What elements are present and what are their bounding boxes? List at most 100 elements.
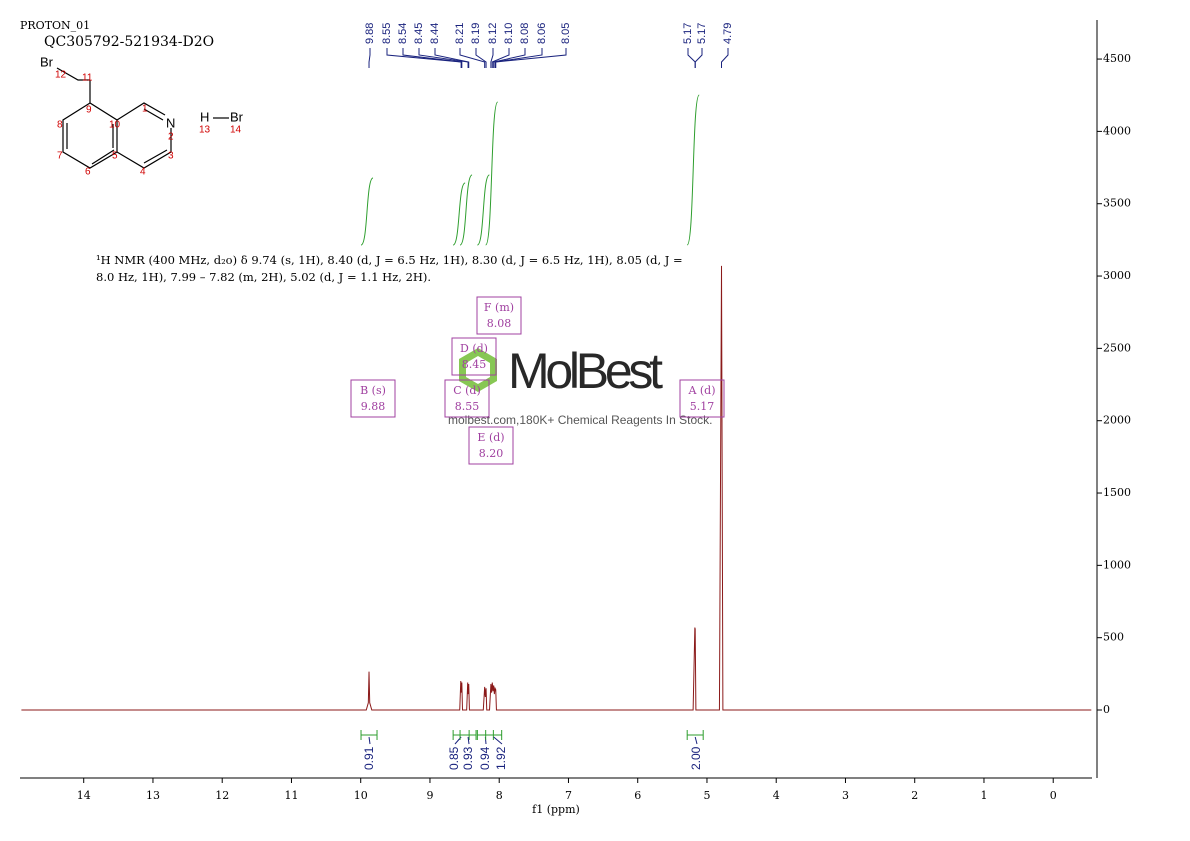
multiplet-label: C (d) [453,384,481,397]
atom-number: 13 [199,125,211,136]
integral-label: 0.91 [362,746,376,770]
integral-label: 0.85 [447,746,461,770]
multiplet-box [679,379,725,418]
peak-connector [368,48,371,68]
y-tick-label: 3000 [1103,269,1131,282]
atom-number: 1 [142,104,148,115]
integral-curve [360,177,374,246]
integral-bracket [459,730,477,740]
peak-label: 8.44 [429,23,441,44]
peak-connector [434,48,470,68]
peak-label: 8.45 [413,23,425,44]
y-tick-label: 2000 [1103,414,1131,427]
nmr-description: 8.0 Hz, 1H), 7.99 – 7.82 (m, 2H), 5.02 (… [96,270,431,284]
multiplet-shift: 8.08 [487,317,512,330]
integral-curve [686,94,700,246]
atom-number: 11 [82,73,93,84]
integral-leader [467,736,470,745]
x-tick-label: 7 [565,789,572,802]
peak-label: 8.10 [503,23,515,44]
peak-label: 8.55 [381,23,393,44]
peak-connector [402,48,463,68]
y-tick-label: 2500 [1103,341,1131,354]
multiplet-box [451,337,497,376]
integral-curve [452,182,466,246]
atom: Br [40,54,54,69]
multiplet-box [468,426,514,465]
integral-bracket [686,730,704,740]
multiplet-box [476,296,522,335]
y-tick-label: 0 [1103,703,1110,716]
y-tick-label: 500 [1103,631,1124,644]
tagline: molbest.com,180K+ Chemical Reagents In S… [448,413,712,427]
x-tick-label: 3 [842,789,849,802]
peak-connector [694,48,703,68]
peak-label: 8.19 [470,23,482,44]
bond [56,67,172,169]
y-tick-label: 1500 [1103,486,1131,499]
integral-leader [368,736,371,745]
integral-leader [493,736,503,745]
peak-connector [418,48,469,68]
peak-connector [493,48,526,68]
atom-number: 2 [168,132,174,143]
peak-label: 9.88 [364,23,376,44]
y-tick-label: 4000 [1103,124,1131,137]
x-tick-label: 1 [980,789,987,802]
atom-number: 7 [57,151,63,162]
atom-number: 4 [140,167,146,178]
integral-bracket [360,730,378,740]
peak-connector [475,48,487,68]
x-tick-label: 10 [354,789,368,802]
y-tick-label: 1000 [1103,558,1131,571]
peak-label: 8.21 [454,23,466,44]
x-tick-label: 2 [911,789,918,802]
integral-label: 1.92 [494,746,508,770]
y-tick-label: 4500 [1103,52,1131,65]
structure: Br 12 11 9 1 8 10 N 2 7 3 6 5 4 H Br 13 … [40,54,244,177]
x-axis-label: f1 (ppm) [532,803,580,816]
peak-label: 5.17 [682,23,694,44]
x-tick-label: 6 [634,789,641,802]
x-tick-label: 11 [284,789,298,802]
integral-bracket [485,730,503,740]
integral-curve [476,174,490,246]
multiplet-shift: 8.55 [455,400,480,413]
multiplet-label: A (d) [687,384,715,397]
atom-number: 5 [112,151,118,162]
multiplet-label: F (m) [484,301,514,314]
multiplet-label: D (d) [460,342,488,355]
x-tick-label: 5 [703,789,710,802]
x-tick-label: 12 [215,789,229,802]
multiplet-label: E (d) [477,431,504,444]
multiplet-box [444,379,490,418]
multiplet-box [350,379,396,418]
multiplet-shift: 5.17 [690,400,715,413]
x-tick-label: 4 [773,789,780,802]
atom-number: 9 [86,105,92,116]
peak-connector [491,48,510,68]
integral-label: 0.93 [461,746,475,770]
peak-connector [490,48,494,68]
watermark: MolBest molbest.com,180K+ Chemical Reage… [448,343,712,427]
peak-connector [495,48,567,68]
x-tick-label: 9 [426,789,433,802]
atom-number: 12 [55,70,67,81]
x-tick-label: 0 [1050,789,1057,802]
x-tick-label: 14 [77,789,91,802]
peak-label: 8.06 [536,23,548,44]
integral-label: 0.94 [478,746,492,770]
x-tick-label: 13 [146,789,160,802]
multiplet-shift: 9.88 [361,400,386,413]
peak-label: 5.17 [696,23,708,44]
run-name: PROTON_01 [20,19,90,32]
multiplet-shift: 8.45 [462,358,487,371]
sample-id: QC305792-521934-D2O [44,34,214,50]
peak-connector [687,48,696,68]
spectrum-line [21,265,1092,711]
atom: N [166,115,175,130]
atom: H [200,109,209,124]
atom: Br [230,109,244,124]
peak-label: 8.12 [487,23,499,44]
